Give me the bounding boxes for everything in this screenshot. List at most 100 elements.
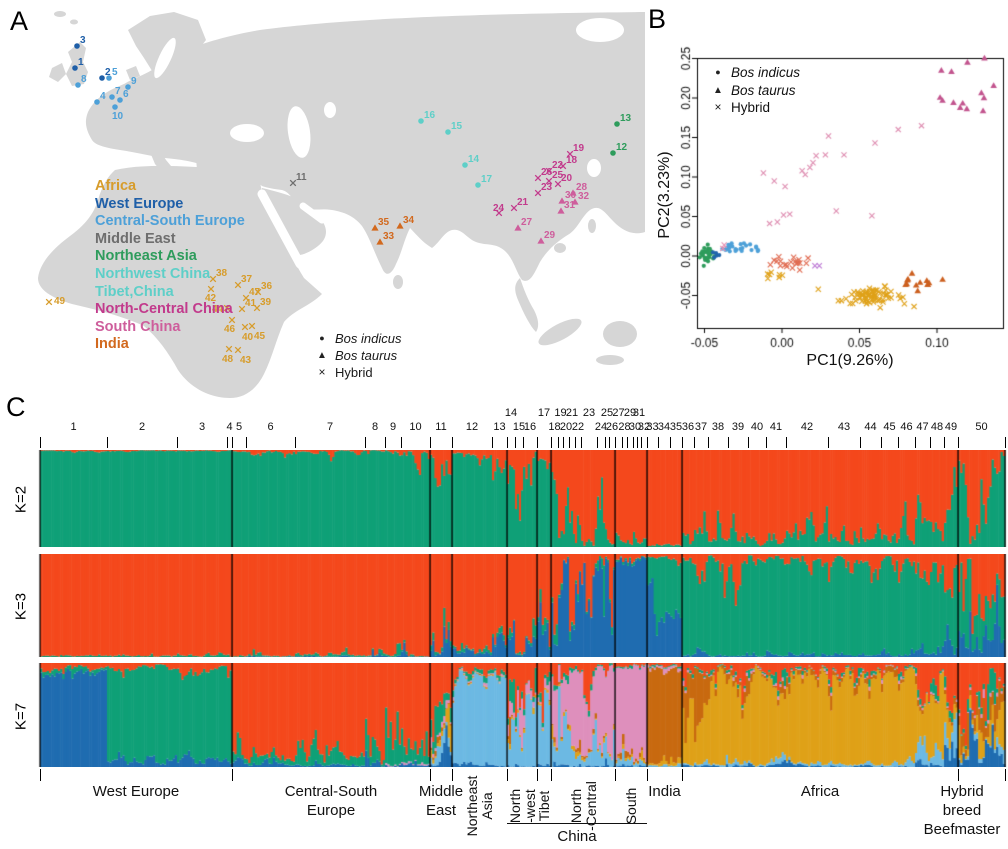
map-marker	[207, 285, 215, 293]
map-marker-number: 3	[80, 35, 86, 46]
ruler-tick	[682, 437, 683, 448]
region-label-india: India	[95, 336, 129, 353]
population-number: 11	[435, 421, 447, 433]
circle-marker-icon: ●	[715, 67, 721, 77]
map-marker-number: 13	[620, 113, 632, 124]
population-number: 14	[504, 407, 518, 419]
population-number: 45	[883, 421, 896, 433]
map-marker	[109, 94, 115, 100]
region-label-west-europe: West Europe	[95, 195, 184, 212]
population-number: 16	[523, 421, 537, 433]
map-marker-number: 37	[241, 274, 253, 285]
ruler-tick	[633, 437, 634, 448]
population-number: 17	[537, 407, 551, 419]
triangle-marker-icon: ▲	[713, 84, 723, 96]
map-marker	[209, 275, 217, 283]
map-marker	[558, 197, 566, 204]
panel-a-label: A	[10, 6, 29, 36]
population-number: 40	[750, 421, 764, 433]
population-number: 19	[554, 407, 567, 419]
map-marker	[566, 150, 574, 158]
map-marker	[537, 237, 545, 244]
population-number: 8	[371, 421, 379, 433]
population-number: 20	[559, 421, 573, 433]
map-marker-number: 34	[403, 215, 415, 226]
population-number: 36	[681, 421, 695, 433]
population-number: 15	[512, 421, 526, 433]
map-marker-number: 41	[245, 298, 257, 309]
map-region-legend: Africa West Europe Central-South Europe …	[95, 178, 245, 354]
population-number: 26	[605, 421, 619, 433]
map-marker	[72, 65, 78, 71]
map-marker	[238, 305, 246, 313]
map-marker-number: 33	[383, 231, 395, 242]
population-number: 29	[623, 407, 637, 419]
map-marker	[99, 75, 105, 81]
map-marker	[610, 150, 616, 156]
map-marker	[418, 118, 424, 124]
map-marker-number: 14	[468, 154, 480, 165]
ruler-tick	[860, 437, 861, 448]
ruler-tick	[670, 437, 671, 448]
map-marker-number: 19	[573, 143, 585, 154]
ruler-tick	[177, 437, 178, 448]
ruler-tick	[430, 437, 431, 448]
pca-x-axis-label: PC1(9.26%)	[806, 352, 894, 369]
pca-scatter-plot	[640, 0, 1008, 398]
map-marker	[462, 162, 468, 168]
map-marker	[554, 180, 562, 188]
ruler-tick	[246, 437, 247, 448]
map-marker-number: 39	[260, 297, 272, 308]
ruler-tick	[232, 437, 233, 448]
map-marker-number: 32	[578, 191, 590, 202]
group-label: India	[648, 783, 681, 800]
map-marker-number: 46	[224, 324, 236, 335]
population-number: 18	[548, 421, 561, 433]
ruler-tick	[944, 437, 945, 448]
admixture-k3-plot	[0, 554, 1008, 657]
map-marker	[396, 222, 404, 229]
ruler-tick	[627, 437, 628, 448]
map-marker-number: 25	[552, 170, 564, 181]
map-marker-number: 2	[105, 67, 111, 78]
map-marker-number: 27	[521, 217, 533, 228]
ruler-tick	[40, 437, 41, 448]
population-number: 23	[582, 407, 596, 419]
map-marker-number: 1	[78, 57, 84, 68]
panel-c-label: C	[6, 392, 26, 422]
map-marker-number: 20	[561, 173, 573, 184]
group-label: West Europe	[92, 783, 180, 800]
population-number: 9	[389, 421, 397, 433]
population-number: 32	[637, 421, 651, 433]
map-marker	[45, 298, 53, 306]
k3-row-label: K=3	[12, 592, 30, 621]
map-marker	[571, 198, 579, 205]
map-marker	[223, 304, 231, 312]
pca-legend-bos-indicus: Bos indicus	[731, 65, 801, 80]
map-marker	[106, 75, 112, 81]
map-marker	[559, 162, 567, 170]
group-label-vertical: Tibet	[536, 790, 552, 822]
group-tick	[452, 769, 453, 781]
ruler-tick	[581, 437, 582, 448]
marker-legend-bos-taurus: Bos taurus	[335, 348, 398, 363]
map-marker	[545, 167, 553, 175]
china-bracket-line	[507, 823, 647, 824]
admixture-k2-plot	[0, 450, 1008, 547]
group-label-vertical: Asia	[479, 792, 495, 820]
ruler-tick	[569, 437, 570, 448]
ruler-tick	[107, 437, 108, 448]
population-number: 39	[731, 421, 745, 433]
group-label-vertical: South	[623, 787, 639, 825]
population-number: 2	[138, 421, 146, 433]
ruler-tick	[958, 437, 959, 448]
map-marker	[125, 84, 131, 90]
map-marker-number: 21	[517, 197, 529, 208]
map-marker	[445, 129, 451, 135]
population-number: 27	[612, 407, 625, 419]
group-label-vertical: Northeast	[464, 775, 480, 837]
ruler-tick	[563, 437, 564, 448]
map-marker-legend: ● Bos indicus ▲ Bos taurus × Hybrid	[316, 330, 401, 381]
map-marker-number: 5	[112, 67, 118, 78]
